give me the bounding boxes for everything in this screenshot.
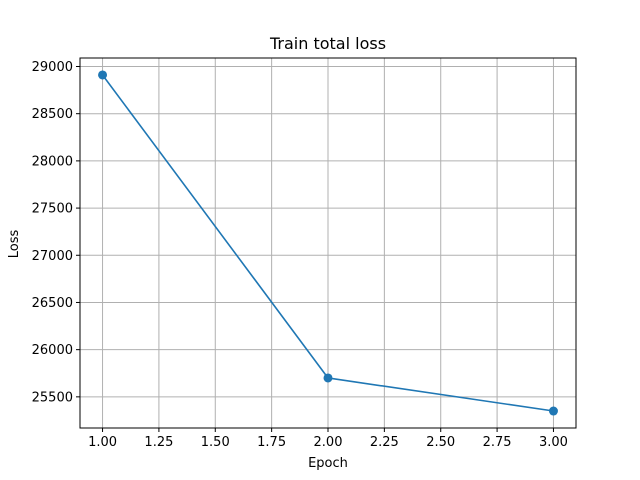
y-tick-label: 26500 — [32, 296, 73, 311]
chart-title: Train total loss — [269, 34, 386, 53]
y-tick-label: 26000 — [32, 343, 73, 358]
x-tick-label: 3.00 — [539, 435, 568, 450]
y-tick-label: 28500 — [32, 107, 73, 122]
x-tick-label: 2.25 — [370, 435, 399, 450]
x-tick-label: 1.50 — [201, 435, 230, 450]
x-tick-label: 1.25 — [144, 435, 173, 450]
x-tick-label: 1.00 — [88, 435, 117, 450]
y-axis-label: Loss — [7, 230, 22, 259]
y-axis-ticks: 25500 26000 26500 27000 27500 28000 28500 29000 — [32, 60, 80, 405]
y-tick-label: 28000 — [32, 154, 73, 169]
x-axis-label: Epoch — [308, 456, 348, 471]
data-point — [98, 70, 108, 80]
data-point — [548, 406, 558, 416]
y-tick-label: 29000 — [32, 60, 73, 75]
x-tick-label: 1.75 — [257, 435, 286, 450]
y-tick-label: 27000 — [32, 249, 73, 264]
x-tick-label: 2.75 — [483, 435, 512, 450]
y-tick-label: 27500 — [32, 202, 73, 217]
data-point — [323, 373, 333, 383]
y-tick-label: 25500 — [32, 390, 73, 405]
series-layer — [98, 70, 558, 416]
x-tick-label: 2.50 — [426, 435, 455, 450]
grid — [80, 58, 576, 428]
x-tick-label: 2.00 — [314, 435, 343, 450]
x-axis-ticks: 1.00 1.25 1.50 1.75 2.00 2.25 2.50 2.75 3.00 — [88, 428, 568, 450]
